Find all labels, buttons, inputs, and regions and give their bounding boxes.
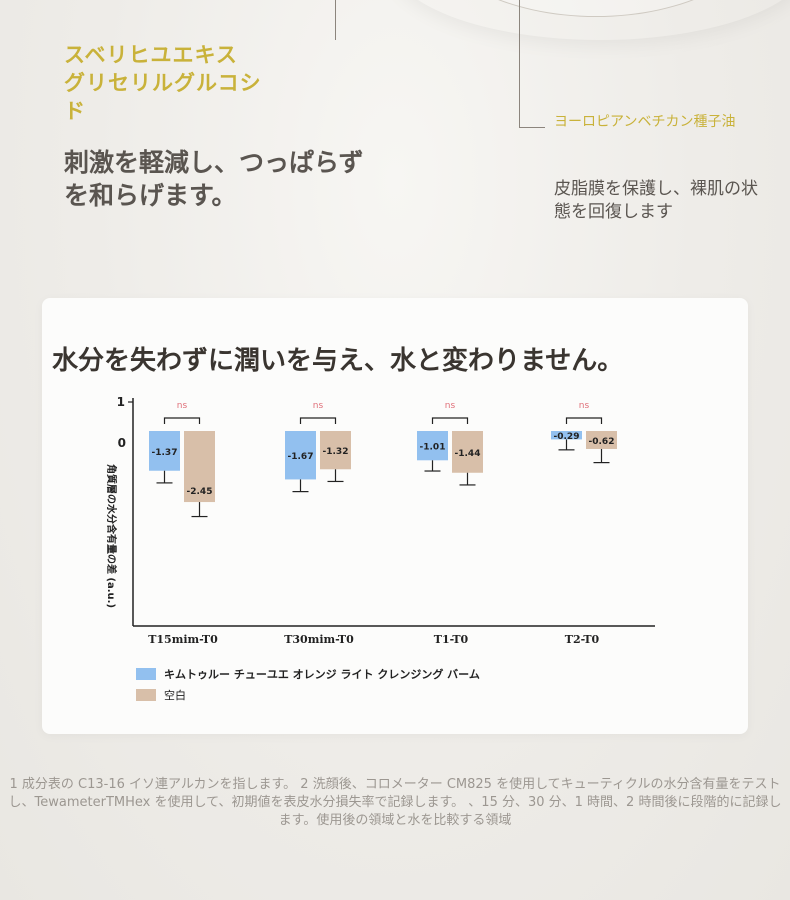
x-tick-label: T30mim-T0 bbox=[284, 633, 354, 646]
chart-title: 水分を失わずに潤いを与え、水と変わりません。 bbox=[52, 346, 624, 376]
legend-swatch bbox=[136, 689, 156, 701]
significance-label: ns bbox=[313, 401, 324, 411]
legend-swatch bbox=[136, 668, 156, 680]
bar bbox=[320, 431, 351, 470]
significance-bracket bbox=[299, 417, 337, 424]
significance-bracket bbox=[163, 417, 201, 424]
bar bbox=[285, 431, 316, 480]
data-label: -2.45 bbox=[187, 487, 213, 497]
chart-card bbox=[42, 298, 748, 734]
x-tick-label: T1-T0 bbox=[434, 633, 469, 646]
ingredient-1-description: 刺激を軽減し、つっぱらずを和らげます。 bbox=[64, 148, 364, 210]
y-tick-label: 1 bbox=[117, 395, 125, 409]
data-label: -0.29 bbox=[554, 432, 580, 442]
bar bbox=[184, 431, 215, 503]
bar bbox=[417, 431, 448, 461]
significance-label: ns bbox=[177, 401, 188, 411]
significance-bracket bbox=[431, 417, 469, 424]
data-label: -1.01 bbox=[420, 443, 446, 453]
legend-label: キムトゥルー チューユエ オレンジ ライト クレンジング バーム bbox=[164, 667, 480, 681]
data-label: -1.37 bbox=[152, 448, 178, 458]
data-label: -0.62 bbox=[589, 437, 615, 447]
bar bbox=[586, 431, 617, 449]
data-label: -1.44 bbox=[455, 449, 481, 459]
bar bbox=[551, 431, 582, 440]
significance-label: ns bbox=[445, 401, 456, 411]
significance-bracket bbox=[565, 417, 603, 424]
ingredient-2-description: 皮脂膜を保護し、裸肌の状態を回復します bbox=[554, 179, 758, 222]
x-tick-label: T15mim-T0 bbox=[148, 633, 218, 646]
leader-line-2 bbox=[519, 0, 520, 128]
data-label: -1.32 bbox=[323, 447, 349, 457]
x-tick-label: T2-T0 bbox=[565, 633, 600, 646]
significance-label: ns bbox=[579, 401, 590, 411]
footnote: 1 成分表の C13-16 イソ連アルカンを指します。 2 洗顔後、コロメーター… bbox=[8, 777, 782, 828]
data-label: -1.67 bbox=[288, 452, 314, 462]
bar bbox=[452, 431, 483, 473]
y-tick-label: 0 bbox=[118, 436, 126, 450]
ingredient-1-name: スベリヒユエキス グリセリルグルコシド bbox=[64, 43, 262, 123]
bar bbox=[149, 431, 180, 471]
y-axis-label: 角質層の水分含有量の差 (a.u.) bbox=[105, 464, 118, 608]
leader-line-1 bbox=[335, 0, 336, 40]
ingredient-2-name: ヨーロピアンベチカン種子油 bbox=[554, 114, 736, 130]
leader-line-2-tick bbox=[519, 127, 545, 128]
legend-label: 空白 bbox=[164, 688, 186, 702]
